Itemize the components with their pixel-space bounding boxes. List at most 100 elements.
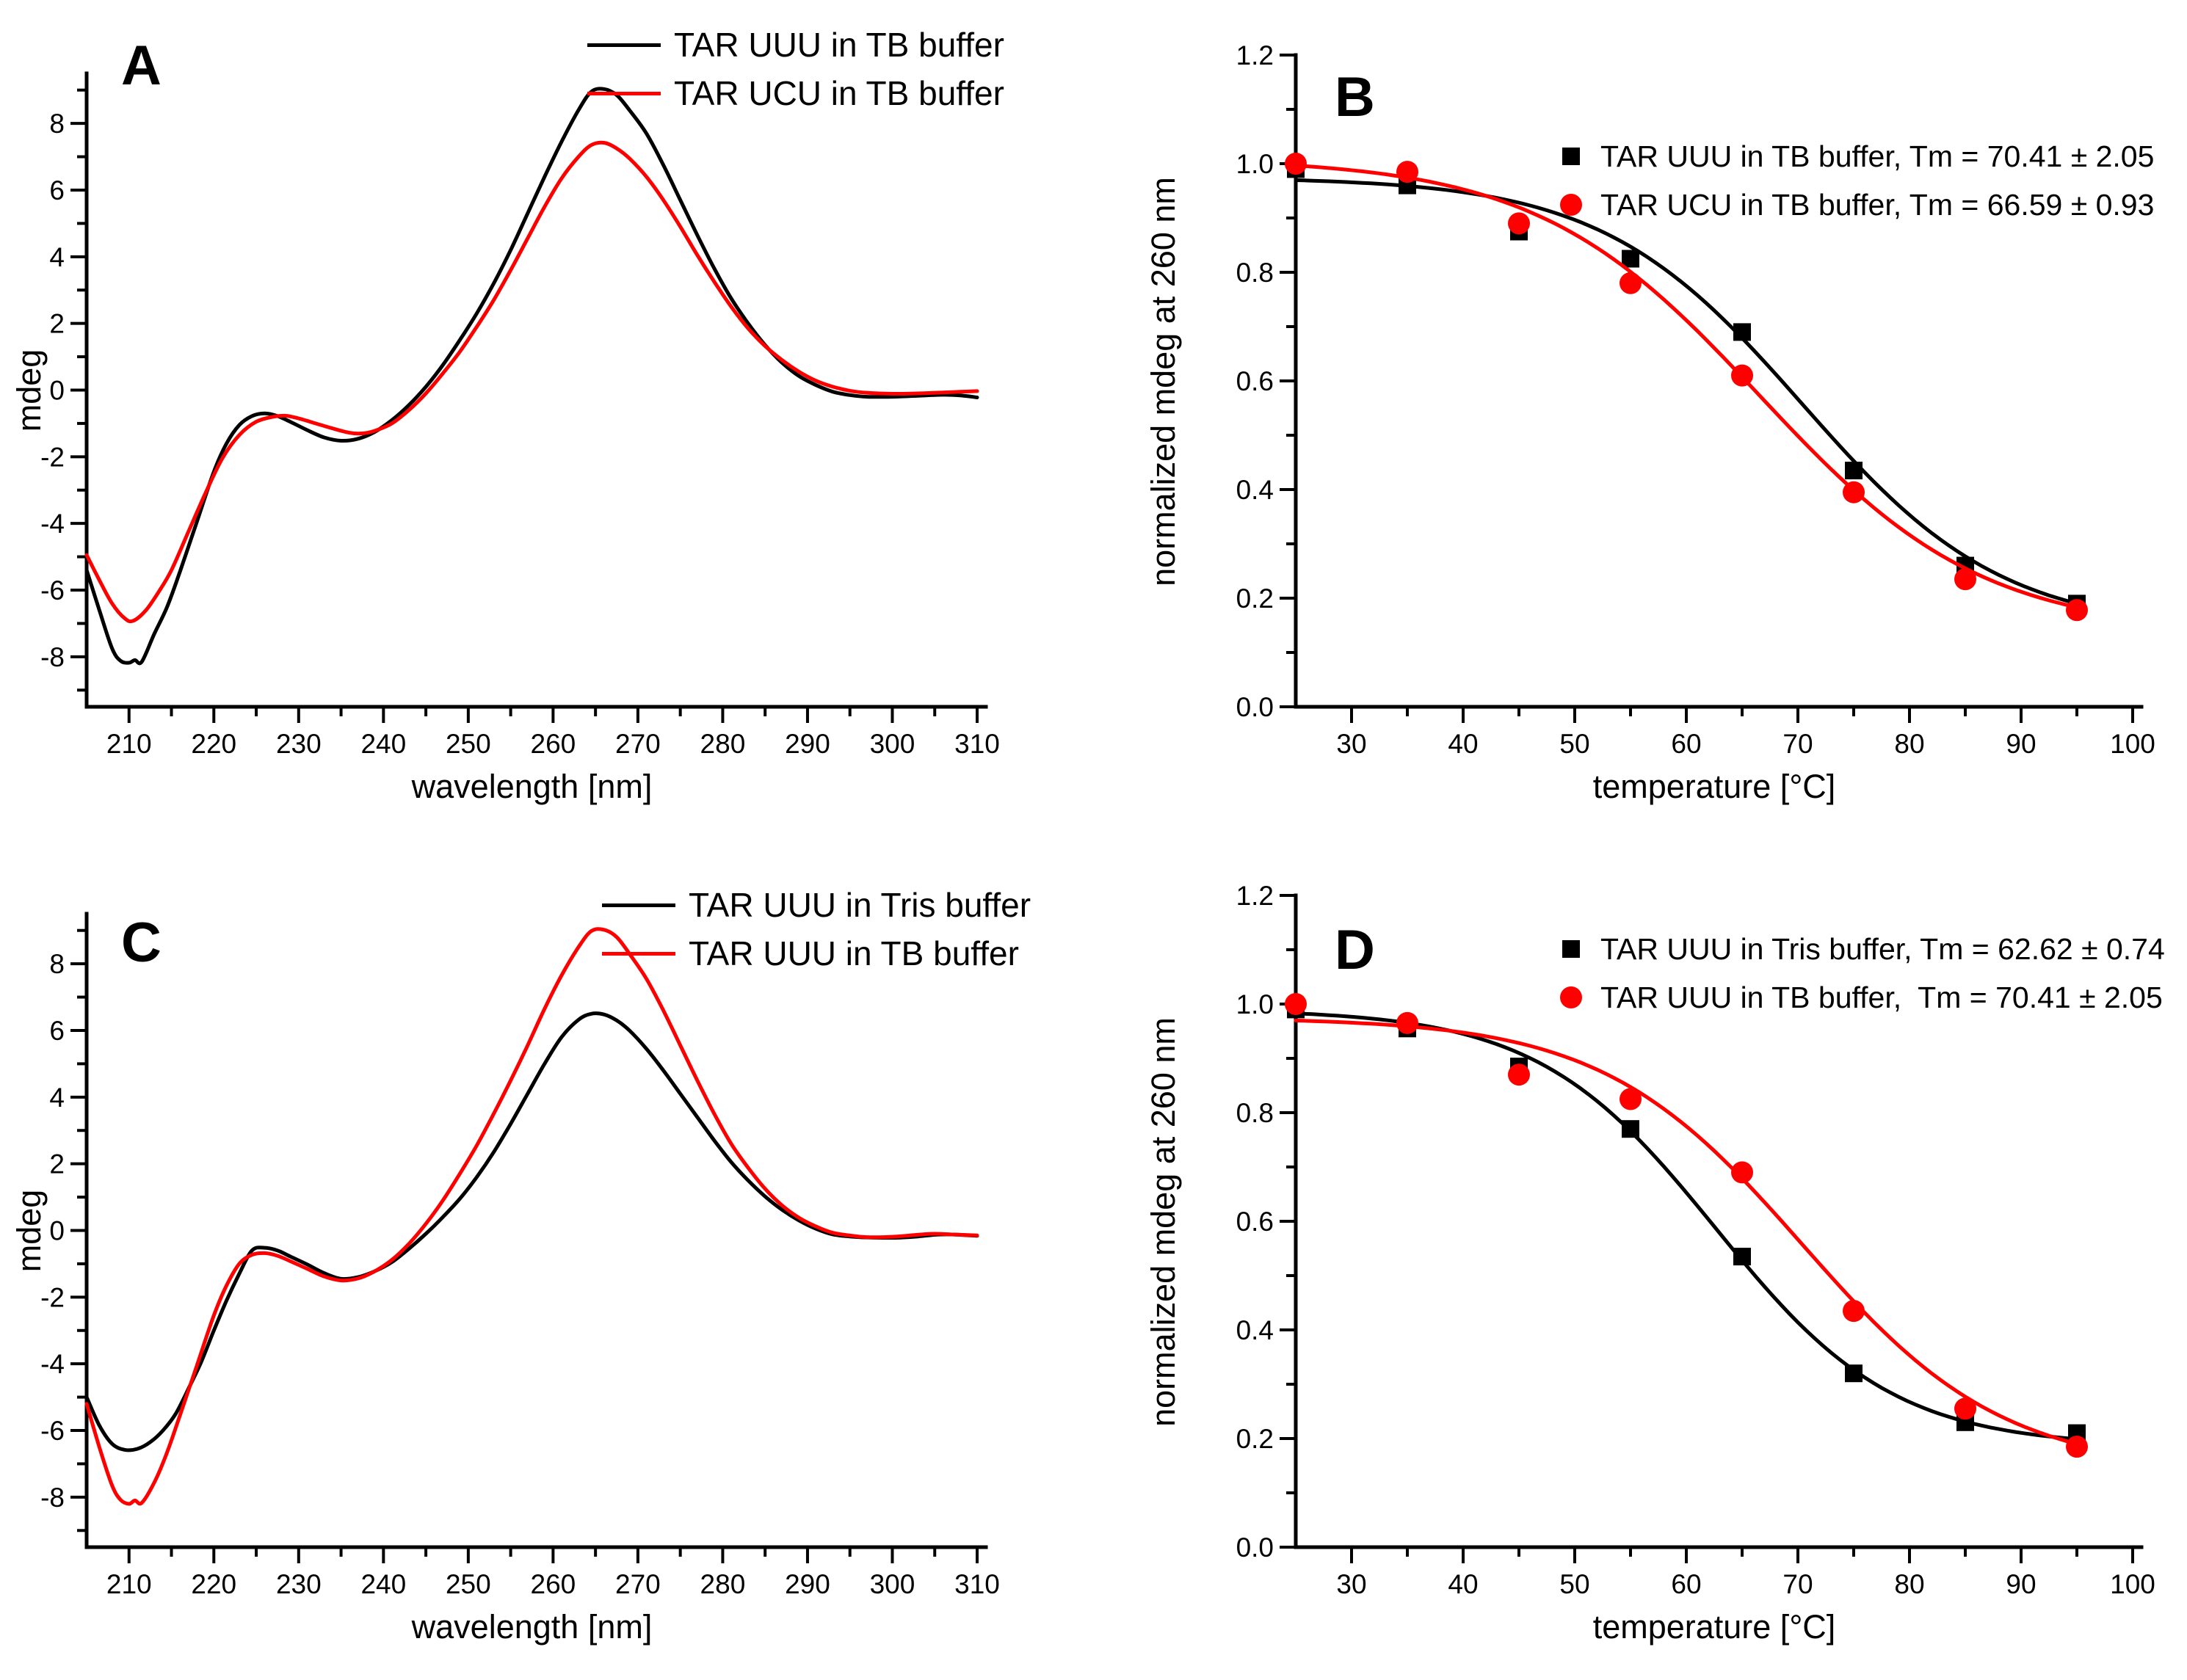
svg-text:0.2: 0.2	[1236, 1424, 1274, 1454]
data-point-circle	[1620, 272, 1642, 294]
panel-a: 210 220 230 240 250 260 270 280 290 300 310 -8 -6 -4-…	[0, 0, 1087, 840]
series-red	[1285, 993, 2088, 1458]
legend-swatch-square-icon	[1562, 940, 1580, 958]
svg-text:310: 310	[954, 1569, 1000, 1599]
svg-text:270: 270	[615, 729, 661, 759]
data-point-circle	[1396, 161, 1418, 183]
data-point-square	[1733, 323, 1751, 341]
legend-item: TAR UCU in TB buffer, Tm = 66.59 ± 0.93	[1556, 181, 2154, 229]
svg-text:0: 0	[49, 1216, 65, 1246]
svg-text:80: 80	[1894, 729, 1924, 759]
data-point-square	[1622, 250, 1639, 268]
data-point-circle	[1285, 153, 1307, 175]
legend-label: TAR UUU in TB buffer	[689, 934, 1019, 972]
tick-labels: 30 40 50 60 70 80 90 100 0.0 0.2 0.4 0.6 0.8 1.0 1.2	[1236, 881, 2155, 1599]
series-black	[1287, 1000, 2086, 1442]
tick-labels: 210 220 230 240 250 260 270 280 290 300 310-8-6-4-…	[40, 109, 1000, 759]
svg-text:-4: -4	[40, 509, 65, 539]
data-point-circle	[1508, 212, 1530, 235]
panel-d-letter: D	[1335, 919, 1375, 981]
panel-a-letter: A	[121, 34, 162, 97]
svg-text:6: 6	[49, 1016, 65, 1046]
svg-text:-2: -2	[40, 1282, 65, 1312]
panel-a-plot: 210 220 230 240 250 260 270 280 290 300 310-8-6-4-…	[40, 71, 1000, 759]
data-point-circle	[1620, 1088, 1642, 1110]
panel-b-letter: B	[1335, 66, 1375, 128]
data-point-circle	[1285, 993, 1307, 1015]
data-point-circle	[1731, 364, 1753, 387]
svg-text:280: 280	[700, 1569, 746, 1599]
data-point-circle	[1508, 1063, 1530, 1086]
panel-b-plot: 30 40 50 60 70 80 90 100 0.0 0.2 0.4 0.6 0.8 1.0 1.2	[1236, 40, 2155, 759]
svg-text:60: 60	[1671, 1569, 1701, 1599]
panel-d-y-axis-title: normalized mdeg at 260 nm	[1145, 1017, 1182, 1427]
spectrum-curve	[84, 140, 979, 624]
panel-b-x-axis-title: temperature [°C]	[1592, 768, 1836, 805]
svg-text:230: 230	[276, 729, 322, 759]
svg-text:100: 100	[2110, 729, 2155, 759]
svg-text:300: 300	[870, 729, 915, 759]
svg-text:1.0: 1.0	[1236, 989, 1274, 1019]
legend-label: TAR UUU in TB buffer, Tm = 70.41 ± 2.05	[1600, 139, 2155, 173]
ticks	[1280, 894, 2134, 1563]
svg-text:-2: -2	[40, 442, 65, 472]
legend-swatch-line-icon	[587, 43, 661, 47]
svg-text:90: 90	[2006, 1569, 2036, 1599]
svg-text:-8: -8	[40, 1483, 65, 1513]
spectrum-curve	[84, 87, 979, 666]
svg-text:6: 6	[49, 175, 65, 206]
series-red	[1285, 153, 2088, 622]
ticks	[70, 928, 979, 1563]
legend-label: TAR UUU in Tris buffer	[689, 886, 1031, 924]
panel-c-legend: TAR UUU in Tris buffer TAR UUU in TB buff…	[602, 881, 1031, 978]
tick-labels: 210 220 230 240 250 260 270 280 290 300 310-8-6-4-…	[40, 949, 1000, 1599]
axes	[84, 912, 988, 1549]
svg-text:0.8: 0.8	[1236, 1098, 1274, 1128]
svg-text:0.8: 0.8	[1236, 258, 1274, 288]
legend-item: TAR UUU in TB buffer, Tm = 70.41 ± 2.05	[1556, 973, 2165, 1022]
svg-text:100: 100	[2110, 1569, 2155, 1599]
spectrum-curve	[84, 927, 979, 1506]
panel-a-x-axis-title: wavelength [nm]	[411, 768, 653, 805]
data-point-circle	[1843, 481, 1865, 503]
svg-text:-6: -6	[40, 575, 65, 606]
legend-item: TAR UUU in Tris buffer, Tm = 62.62 ± 0.7…	[1556, 925, 2165, 973]
data-point-circle	[1954, 1397, 1976, 1420]
data-point-circle	[1843, 1300, 1865, 1323]
tick-labels: 30 40 50 60 70 80 90 100 0.0 0.2 0.4 0.6 0.8 1.0 1.2	[1236, 40, 2155, 759]
svg-text:1.2: 1.2	[1236, 881, 1274, 911]
legend-swatch-circle-icon	[1560, 194, 1582, 216]
svg-text:-8: -8	[40, 642, 65, 672]
svg-text:220: 220	[191, 729, 236, 759]
fit-curve	[1294, 164, 2085, 611]
svg-text:0.6: 0.6	[1236, 366, 1274, 396]
svg-text:4: 4	[49, 1083, 65, 1113]
legend-swatch-circle-icon	[1560, 986, 1582, 1008]
series-black	[84, 87, 979, 666]
svg-text:280: 280	[700, 729, 746, 759]
legend-item: TAR UUU in TB buffer	[602, 929, 1031, 978]
svg-text:220: 220	[191, 1569, 236, 1599]
panel-c-x-axis-title: wavelength [nm]	[411, 1608, 653, 1646]
legend-swatch-square-icon	[1562, 148, 1580, 165]
legend-item: TAR UCU in TB buffer	[587, 69, 1004, 117]
legend-label: TAR UUU in TB buffer, Tm = 70.41 ± 2.05	[1600, 980, 2163, 1014]
svg-text:8: 8	[49, 109, 65, 139]
svg-text:300: 300	[870, 1569, 915, 1599]
svg-text:250: 250	[446, 729, 491, 759]
ticks	[1280, 54, 2134, 723]
svg-text:260: 260	[531, 729, 576, 759]
data-point-square	[1845, 1364, 1863, 1383]
legend-label: TAR UUU in TB buffer	[674, 26, 1004, 64]
svg-text:50: 50	[1559, 729, 1589, 759]
svg-text:50: 50	[1559, 1569, 1589, 1599]
svg-text:0.0: 0.0	[1236, 1532, 1274, 1563]
svg-text:0: 0	[49, 376, 65, 406]
legend-item: TAR UUU in TB buffer, Tm = 70.41 ± 2.05	[1556, 132, 2154, 181]
svg-text:60: 60	[1671, 729, 1701, 759]
svg-text:1.2: 1.2	[1236, 40, 1274, 70]
svg-text:70: 70	[1782, 729, 1813, 759]
data-point-circle	[1731, 1161, 1753, 1184]
svg-text:0.4: 0.4	[1236, 1315, 1274, 1345]
series-black	[84, 1011, 979, 1452]
